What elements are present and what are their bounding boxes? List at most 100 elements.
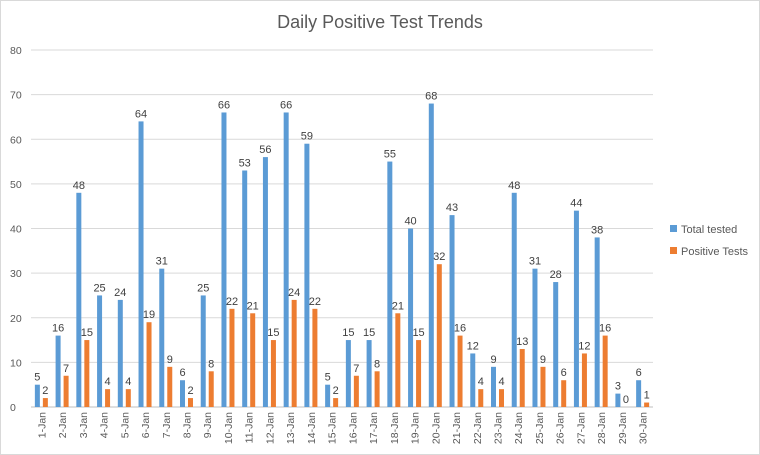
data-label: 21: [392, 300, 404, 312]
x-tick-label: 9-Jan: [202, 412, 214, 438]
gridlines: [31, 49, 653, 408]
bar: [345, 340, 351, 407]
x-tick-label: 27-Jan: [575, 412, 587, 444]
data-label: 12: [578, 340, 590, 352]
bar: [117, 299, 123, 407]
data-label: 15: [363, 327, 375, 339]
bar: [304, 143, 310, 407]
bar: [644, 402, 650, 407]
data-label: 8: [374, 358, 380, 370]
data-label: 2: [42, 385, 48, 397]
bar: [511, 192, 517, 407]
bar: [615, 393, 621, 407]
bar: [519, 348, 525, 407]
x-tick-label: 4-Jan: [99, 412, 111, 438]
bar: [262, 157, 268, 407]
data-label: 25: [197, 282, 209, 294]
bar: [428, 103, 434, 408]
x-tick-label: 1-Jan: [36, 412, 48, 438]
data-label: 68: [425, 91, 437, 103]
bar: [602, 335, 608, 407]
data-label: 12: [467, 340, 479, 352]
bar: [366, 340, 372, 407]
data-label: 4: [478, 376, 484, 388]
y-axis: 0 10 20 30 40 50 60 70 80: [10, 45, 22, 414]
bar: [42, 398, 48, 407]
bar: [540, 366, 546, 407]
x-tick-label: 10-Jan: [223, 412, 235, 444]
x-tick-label: 15-Jan: [327, 412, 339, 444]
data-label: 25: [93, 282, 105, 294]
x-tick-label: 18-Jan: [389, 412, 401, 444]
x-tick-label: 11-Jan: [244, 412, 256, 443]
data-label: 5: [34, 372, 40, 384]
bar: [499, 389, 504, 407]
x-tick-label: 13-Jan: [285, 412, 297, 444]
bar: [573, 210, 579, 407]
data-label: 31: [156, 256, 168, 268]
bar: [312, 308, 318, 407]
bar: [408, 228, 414, 407]
x-tick-label: 21-Jan: [451, 412, 463, 444]
bar: [76, 192, 82, 407]
bar: [333, 398, 339, 407]
data-label: 59: [301, 131, 313, 143]
bar: [105, 389, 111, 407]
data-label: 48: [508, 180, 520, 192]
data-label: 19: [143, 309, 155, 321]
bar: [283, 112, 289, 407]
x-tick-label: 8-Jan: [182, 412, 194, 438]
legend-swatch: [670, 247, 677, 254]
data-label: 21: [247, 300, 259, 312]
data-label: 16: [52, 323, 64, 335]
x-tick-label: 22-Jan: [472, 412, 484, 444]
data-label: 56: [259, 144, 271, 156]
data-label: 15: [342, 327, 354, 339]
x-tick-label: 16-Jan: [347, 412, 359, 444]
bar: [470, 353, 476, 407]
x-tick-label: 23-Jan: [493, 412, 505, 444]
data-label: 28: [550, 269, 562, 281]
bar: [84, 340, 90, 407]
data-label: 16: [454, 323, 466, 335]
x-tick-label: 3-Jan: [78, 412, 90, 438]
bar: [180, 380, 185, 407]
data-label: 1: [644, 390, 650, 402]
bar: [561, 380, 567, 407]
data-label: 3: [615, 381, 621, 393]
x-tick-label: 12-Jan: [264, 412, 276, 444]
data-label: 53: [239, 157, 251, 169]
bar: [478, 389, 484, 407]
legend-label: Total tested: [681, 224, 737, 236]
bar: [55, 335, 61, 407]
bar: [250, 313, 256, 407]
data-label: 24: [288, 287, 300, 299]
bar: [594, 237, 600, 407]
x-tick-label: 20-Jan: [430, 412, 442, 444]
x-tick-label: 7-Jan: [161, 412, 173, 438]
bar: [34, 384, 40, 407]
data-label: 15: [267, 327, 279, 339]
bar: [636, 380, 642, 407]
bar: [581, 353, 587, 407]
bar: [63, 375, 69, 407]
y-tick-label: 60: [10, 134, 22, 146]
bar: [229, 308, 235, 407]
x-tick-label: 28-Jan: [596, 412, 608, 444]
data-label: 66: [280, 99, 292, 111]
legend-swatch: [670, 225, 677, 232]
data-label: 2: [333, 385, 339, 397]
bars: [34, 103, 650, 408]
bar: [416, 340, 422, 407]
x-tick-label: 29-Jan: [617, 412, 629, 444]
data-label: 6: [561, 367, 567, 379]
bar: [457, 335, 463, 407]
chart-title: Daily Positive Test Trends: [277, 12, 483, 32]
x-tick-label: 24-Jan: [513, 412, 525, 444]
x-tick-label: 2-Jan: [57, 412, 69, 438]
y-tick-label: 70: [10, 90, 22, 102]
data-label: 4: [125, 376, 131, 388]
x-tick-label: 6-Jan: [140, 412, 152, 438]
